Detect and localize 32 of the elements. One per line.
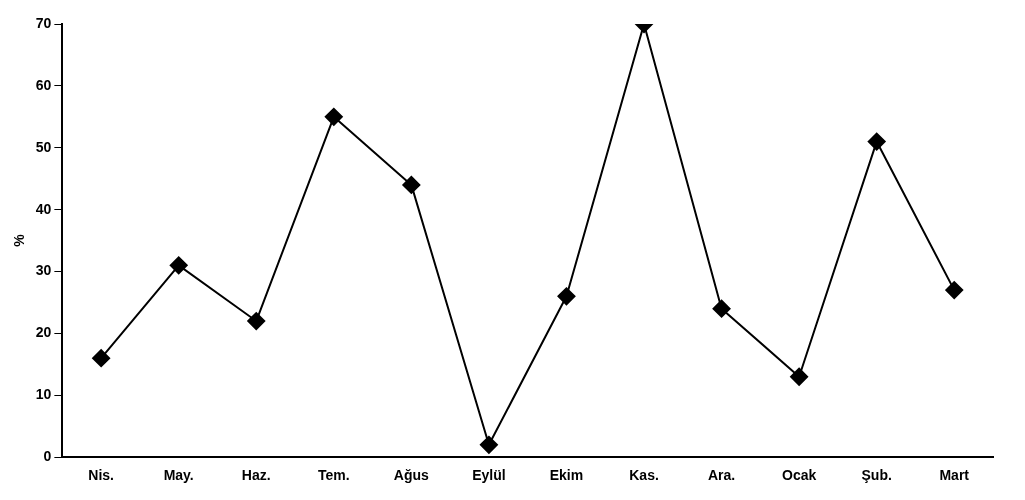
- point: [324, 107, 343, 126]
- y-tick-label: 20: [35, 324, 52, 341]
- y-axis-title: %: [11, 233, 28, 247]
- x-tick-label: May.: [163, 467, 194, 484]
- y-tick-label: 40: [35, 200, 52, 217]
- point: [867, 132, 886, 151]
- x-tick-label: Mart: [939, 467, 970, 484]
- point: [712, 299, 731, 318]
- point: [557, 287, 576, 306]
- x-tick-label: Ekim: [549, 467, 584, 484]
- x-tick-label: Nis.: [88, 467, 114, 484]
- point: [402, 175, 421, 194]
- x-tick-label: Ara.: [707, 467, 736, 484]
- x-tick-label: Eylül: [472, 467, 506, 484]
- y-tick-label: 10: [35, 386, 52, 403]
- x-tick-label: Tem.: [317, 467, 350, 484]
- y-tick-label: 50: [35, 138, 52, 155]
- x-tick-label: Şub.: [861, 467, 892, 484]
- point: [790, 367, 809, 386]
- y-tick-label: 30: [35, 262, 52, 279]
- y-tick-label: 70: [35, 14, 52, 31]
- point: [479, 435, 498, 454]
- x-tick-label: Ocak: [781, 467, 817, 484]
- point: [169, 256, 188, 275]
- point: [92, 349, 111, 368]
- x-tick-label: Haz.: [241, 467, 271, 484]
- y-tick-label: 60: [35, 76, 52, 93]
- x-tick-label: Kas.: [629, 467, 659, 484]
- x-tick-label: Ağus: [393, 467, 430, 484]
- point: [247, 312, 266, 331]
- y-tick-label: 0: [43, 448, 52, 465]
- point: [945, 281, 964, 300]
